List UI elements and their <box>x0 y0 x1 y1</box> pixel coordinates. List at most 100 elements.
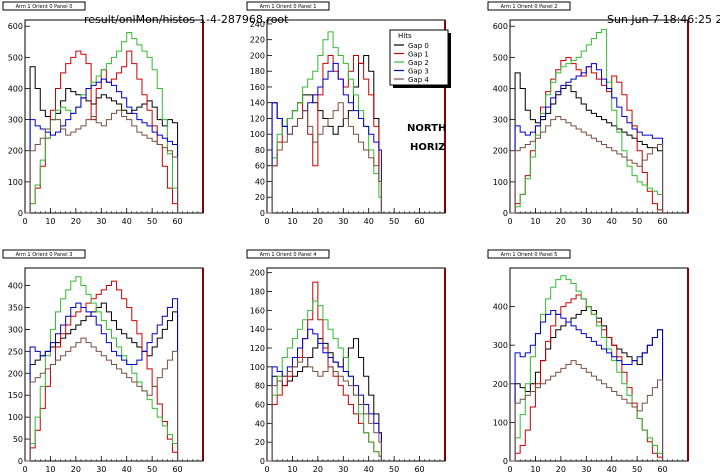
x-tick-label: 60 <box>414 465 424 474</box>
x-tick-label: 20 <box>556 217 566 226</box>
series-gap-3 <box>510 309 664 462</box>
legend-entry: Gap 0 <box>408 42 429 50</box>
legend-box <box>389 29 449 86</box>
x-tick-label: 0 <box>22 217 27 226</box>
y-tick-label: 40 <box>255 419 265 428</box>
x-tick-label: 50 <box>147 217 157 226</box>
x-tick-label: 50 <box>389 217 399 226</box>
x-tick-label: 0 <box>264 217 269 226</box>
x-tick-label: 40 <box>122 465 132 474</box>
y-tick-label: 200 <box>250 269 265 278</box>
series-gap-4 <box>25 337 179 462</box>
y-tick-label: 200 <box>8 147 23 156</box>
series-gap-3 <box>25 298 179 462</box>
x-tick-label: 10 <box>287 465 297 474</box>
panel-5: Arm 1 Orient 0 Panel 5 0 10 20 30 40 50 60 0 100 2… <box>487 249 689 474</box>
y-tick-label: 100 <box>8 413 23 422</box>
x-tick-label: 0 <box>22 465 27 474</box>
x-tick-label: 50 <box>632 465 642 474</box>
y-tick-label: 300 <box>493 116 508 125</box>
y-tick-label: 180 <box>250 288 265 297</box>
panel-title-box <box>2 1 86 11</box>
y-tick-label: 40 <box>255 177 265 186</box>
panel-title-box <box>246 249 330 259</box>
x-tick-label: 10 <box>45 217 55 226</box>
x-tick-label: 30 <box>338 465 348 474</box>
y-tick-label: 100 <box>8 178 23 187</box>
y-tick-label: 0 <box>260 457 265 466</box>
x-tick-label: 60 <box>657 465 667 474</box>
y-tick-label: 0 <box>260 209 265 218</box>
x-tick-label: 60 <box>657 217 667 226</box>
x-tick-label: 40 <box>607 217 617 226</box>
x-tick-label: 40 <box>122 217 132 226</box>
plot-frame <box>266 267 446 462</box>
legend-entry: Gap 1 <box>408 51 429 59</box>
y-tick-label: 160 <box>250 306 265 315</box>
y-tick-label: 0 <box>503 209 508 218</box>
y-tick-label: 100 <box>250 130 265 139</box>
panel-title: Arm 1 Orient 0 Panel 4 <box>260 252 317 258</box>
x-tick-label: 10 <box>45 465 55 474</box>
y-tick-label: 20 <box>255 193 265 202</box>
y-tick-label: 600 <box>8 22 23 31</box>
y-tick-label: 350 <box>8 303 23 312</box>
series-gap-2 <box>267 300 382 462</box>
x-tick-label: 10 <box>530 465 540 474</box>
y-tick-label: 60 <box>255 162 265 171</box>
y-tick-label: 0 <box>18 209 23 218</box>
y-tick-label: 100 <box>493 178 508 187</box>
panel-3: Arm 1 Orient 0 Panel 3 0 10 20 30 40 50 60 0 50 10… <box>2 249 204 474</box>
y-tick-label: 0 <box>503 457 508 466</box>
x-tick-label: 10 <box>287 217 297 226</box>
series-gap-3 <box>510 63 664 214</box>
y-tick-label: 200 <box>250 51 265 60</box>
y-tick-label: 240 <box>250 20 265 29</box>
plot-frame <box>24 19 204 214</box>
x-tick-label: 50 <box>147 465 157 474</box>
y-tick-label: 120 <box>250 344 265 353</box>
x-tick-label: 0 <box>507 217 512 226</box>
y-tick-label: 200 <box>8 369 23 378</box>
x-tick-label: 60 <box>172 217 182 226</box>
y-tick-label: 220 <box>250 36 265 45</box>
panel-title-box <box>487 1 571 11</box>
y-tick-label: 140 <box>250 99 265 108</box>
y-tick-label: 150 <box>8 391 23 400</box>
x-tick-label: 30 <box>96 465 106 474</box>
series-gap-3 <box>267 62 382 214</box>
x-tick-label: 30 <box>581 465 591 474</box>
legend-entry: Gap 2 <box>408 59 429 67</box>
panel-title-box <box>2 249 86 259</box>
x-tick-label: 0 <box>264 465 269 474</box>
x-tick-label: 20 <box>71 217 81 226</box>
panel-title: Arm 1 Orient 0 Panel 3 <box>16 252 73 258</box>
panel-title-box <box>246 1 330 11</box>
horiz-label: HORIZ <box>410 142 446 153</box>
x-tick-label: 0 <box>507 465 512 474</box>
y-tick-label: 500 <box>493 53 508 62</box>
x-tick-label: 40 <box>364 465 374 474</box>
legend-entry: Gap 4 <box>408 76 429 84</box>
y-tick-label: 100 <box>250 363 265 372</box>
series-gap-2 <box>25 276 179 462</box>
x-tick-label: 10 <box>530 217 540 226</box>
y-tick-label: 160 <box>250 83 265 92</box>
north-label: NORTH <box>407 123 446 134</box>
y-tick-label: 300 <box>493 341 508 350</box>
series-gap-4 <box>510 116 664 214</box>
y-tick-label: 200 <box>493 147 508 156</box>
panel-title: Arm 1 Orient 0 Panel 0 <box>16 4 73 10</box>
x-tick-label: 20 <box>71 465 81 474</box>
x-tick-label: 60 <box>414 217 424 226</box>
panel-4: Arm 1 Orient 0 Panel 4 0 10 20 30 40 50 60 0 20 40… <box>246 249 446 474</box>
y-tick-label: 200 <box>493 380 508 389</box>
panel-title-box <box>487 249 571 259</box>
y-tick-label: 250 <box>8 347 23 356</box>
x-tick-label: 30 <box>338 217 348 226</box>
x-tick-label: 30 <box>581 217 591 226</box>
y-tick-label: 400 <box>8 84 23 93</box>
x-tick-label: 30 <box>96 217 106 226</box>
y-tick-label: 50 <box>13 435 23 444</box>
